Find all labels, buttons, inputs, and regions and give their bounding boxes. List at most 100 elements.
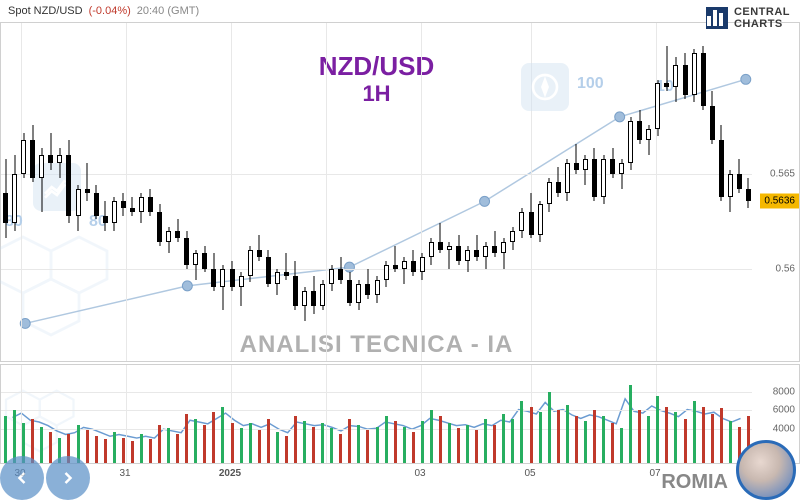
volume-bar — [122, 438, 125, 463]
candle — [184, 23, 189, 363]
candle — [175, 23, 180, 363]
candle — [683, 23, 688, 363]
candle — [746, 23, 751, 363]
candle — [202, 23, 207, 363]
time-xaxis: 30312025030507 — [0, 466, 752, 498]
candle — [320, 23, 325, 363]
candle — [619, 23, 624, 363]
volume-bar — [448, 423, 451, 463]
nav-prev-button[interactable] — [0, 456, 44, 500]
candle — [565, 23, 570, 363]
volume-bar — [330, 428, 333, 463]
volume-bar — [394, 421, 397, 463]
volume-bar — [339, 434, 342, 463]
candle — [701, 23, 706, 363]
volume-bar — [376, 427, 379, 463]
current-price-badge: 0.5636 — [760, 193, 799, 208]
candle — [719, 23, 724, 363]
xaxis-label: 2025 — [219, 468, 241, 479]
nav-next-button[interactable] — [46, 456, 90, 500]
watermark-label: 100 — [577, 75, 604, 93]
candle — [510, 23, 515, 363]
volume-bar — [249, 423, 252, 463]
volume-bar — [348, 419, 351, 463]
volume-bar — [176, 434, 179, 463]
candle — [556, 23, 561, 363]
candle — [628, 23, 633, 363]
candle — [465, 23, 470, 363]
volume-bar — [203, 425, 206, 463]
candle — [664, 23, 669, 363]
ytick-label: 0.565 — [770, 169, 795, 180]
volume-bar — [520, 401, 523, 463]
candle — [3, 23, 8, 363]
volume-bar — [303, 421, 306, 463]
candle — [655, 23, 660, 363]
candle — [48, 23, 53, 363]
volume-bar — [665, 407, 668, 463]
candle — [302, 23, 307, 363]
volume-bar — [294, 416, 297, 463]
volume-chart[interactable] — [0, 364, 752, 464]
candle — [220, 23, 225, 363]
xaxis-label: 05 — [524, 468, 535, 479]
volume-bar — [530, 407, 533, 463]
volume-bar — [430, 410, 433, 463]
candle — [592, 23, 597, 363]
volume-bar — [638, 410, 641, 463]
candle — [456, 23, 461, 363]
volume-bar — [149, 439, 152, 463]
candle — [637, 23, 642, 363]
candle — [429, 23, 434, 363]
volume-bar — [366, 430, 369, 463]
candle — [673, 23, 678, 363]
volume-bar — [611, 423, 614, 463]
volume-bar — [729, 421, 732, 463]
candle — [519, 23, 524, 363]
candle — [130, 23, 135, 363]
candle — [39, 23, 44, 363]
xaxis-label: 31 — [119, 468, 130, 479]
volume-bar — [240, 428, 243, 463]
brand-logo: CENTRALCHARTS — [706, 6, 790, 30]
volume-bar — [357, 425, 360, 463]
volume-bar — [502, 414, 505, 463]
candle — [329, 23, 334, 363]
candle — [76, 23, 81, 363]
candle — [347, 23, 352, 363]
romia-label: ROMIA — [661, 471, 728, 494]
candle — [646, 23, 651, 363]
candle — [728, 23, 733, 363]
candle — [139, 23, 144, 363]
candle — [402, 23, 407, 363]
volume-bar — [466, 425, 469, 463]
volume-bar — [711, 414, 714, 463]
timestamp: 20:40 (GMT) — [137, 5, 199, 17]
volume-bar — [539, 412, 542, 463]
volume-bar — [484, 419, 487, 463]
volume-bar — [602, 416, 605, 463]
candle — [492, 23, 497, 363]
price-chart[interactable]: NZD/USD 1H ANALISI TECNICA - IA 80801001… — [0, 22, 752, 362]
candle — [583, 23, 588, 363]
assistant-avatar[interactable] — [736, 440, 796, 500]
candle — [610, 23, 615, 363]
volume-bar — [566, 405, 569, 463]
volume-bar — [212, 412, 215, 463]
candle — [12, 23, 17, 363]
candle — [692, 23, 697, 363]
volume-bar — [131, 441, 134, 463]
volume-bar — [385, 416, 388, 463]
volume-bar — [194, 419, 197, 463]
volume-bar — [185, 414, 188, 463]
candle — [85, 23, 90, 363]
candle — [239, 23, 244, 363]
candle — [66, 23, 71, 363]
volume-bar — [620, 428, 623, 463]
volume-bar — [167, 428, 170, 463]
candle — [275, 23, 280, 363]
candle — [365, 23, 370, 363]
chart-header: Spot NZD/USD (-0.04%) 20:40 (GMT) — [0, 0, 800, 22]
candle — [148, 23, 153, 363]
candle — [211, 23, 216, 363]
